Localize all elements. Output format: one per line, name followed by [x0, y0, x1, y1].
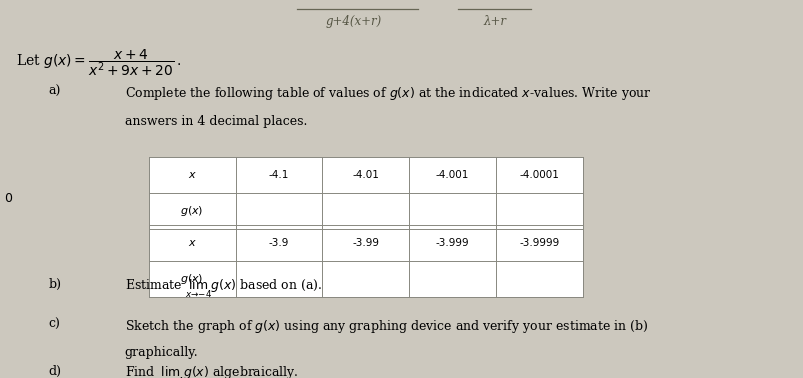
- Text: a): a): [48, 85, 60, 98]
- Text: -3.9999: -3.9999: [519, 238, 559, 248]
- Text: -4.01: -4.01: [352, 170, 379, 180]
- Text: answers in 4 decimal places.: answers in 4 decimal places.: [124, 115, 307, 128]
- Text: d): d): [48, 365, 61, 378]
- Text: -3.9: -3.9: [268, 238, 289, 248]
- Text: g+4(x+r): g+4(x+r): [325, 15, 381, 28]
- Text: λ+r: λ+r: [483, 15, 505, 28]
- Text: -4.0001: -4.0001: [519, 170, 559, 180]
- FancyBboxPatch shape: [149, 157, 582, 229]
- Text: -3.999: -3.999: [435, 238, 469, 248]
- Text: Complete the following table of values of $g(x)$ at the indicated $x$-values. Wr: Complete the following table of values o…: [124, 85, 650, 102]
- Text: -4.1: -4.1: [268, 170, 289, 180]
- Text: $x$: $x$: [187, 170, 197, 180]
- Text: $g(x)$: $g(x)$: [180, 204, 204, 218]
- Text: Estimate $\lim_{x \to -4} g(x)$ based on (a).: Estimate $\lim_{x \to -4} g(x)$ based on…: [124, 278, 322, 301]
- Text: graphically.: graphically.: [124, 346, 198, 359]
- FancyBboxPatch shape: [149, 225, 582, 297]
- Text: c): c): [48, 318, 60, 330]
- Text: b): b): [48, 278, 61, 291]
- Text: Find $\lim_{x \to -4} g(x)$ algebraically.: Find $\lim_{x \to -4} g(x)$ algebraicall…: [124, 365, 298, 378]
- Text: $g(x)$: $g(x)$: [180, 272, 204, 286]
- Text: Let $g(x) = \dfrac{x+4}{x^2+9x+20}\,.$: Let $g(x) = \dfrac{x+4}{x^2+9x+20}\,.$: [16, 47, 181, 78]
- Text: -4.001: -4.001: [435, 170, 469, 180]
- Text: -3.99: -3.99: [352, 238, 379, 248]
- Text: Sketch the graph of $g(x)$ using any graphing device and verify your estimate in: Sketch the graph of $g(x)$ using any gra…: [124, 318, 647, 335]
- Text: $x$: $x$: [187, 238, 197, 248]
- Text: 0: 0: [4, 192, 12, 205]
